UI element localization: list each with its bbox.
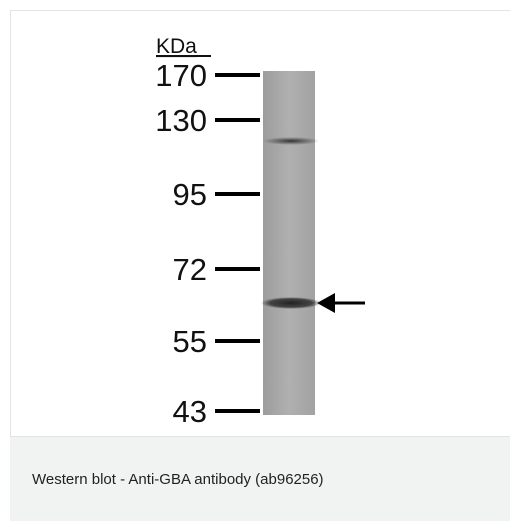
blot-image: KDa 170 130 95 72 55 43	[11, 11, 509, 436]
marker-label: 43	[173, 394, 207, 429]
marker-label: 170	[155, 58, 207, 93]
band	[261, 297, 321, 309]
page: KDa 170 130 95 72 55 43 Western blot - Anti-G…	[0, 0, 510, 521]
marker-label: 95	[173, 177, 207, 212]
marker-label: 130	[155, 103, 207, 138]
marker-label: 72	[173, 252, 207, 287]
unit-label: KDa	[156, 35, 197, 58]
blot-figure: KDa 170 130 95 72 55 43	[10, 10, 510, 437]
arrow-head	[317, 293, 335, 313]
marker-label: 55	[173, 324, 207, 359]
caption-bar: Western blot - Anti-GBA antibody (ab9625…	[10, 437, 510, 521]
lane	[263, 71, 315, 415]
caption: Western blot - Anti-GBA antibody (ab9625…	[32, 471, 324, 488]
band	[263, 137, 319, 145]
